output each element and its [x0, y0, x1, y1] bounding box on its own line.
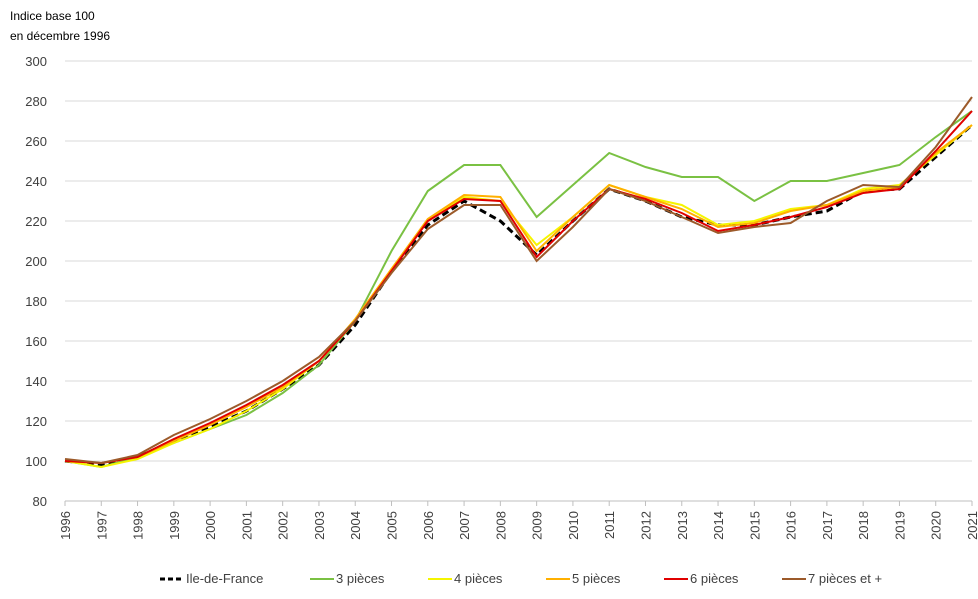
- y-tick-label: 80: [33, 494, 47, 509]
- x-tick-label: 1996: [58, 511, 73, 540]
- x-tick-label: 2011: [602, 511, 617, 539]
- y-tick-label: 180: [25, 294, 47, 309]
- y-axis-label: Indice base 100: [10, 9, 95, 23]
- x-tick-label: 2019: [892, 511, 907, 540]
- y-tick-label: 300: [25, 54, 47, 69]
- x-tick-label: 1999: [167, 511, 182, 540]
- y-tick-label: 220: [25, 214, 47, 229]
- y-tick-label: 100: [25, 454, 47, 469]
- y-tick-label: 160: [25, 334, 47, 349]
- series-line: [64, 123, 973, 467]
- y-tick-label: 140: [25, 374, 47, 389]
- y-axis-label: en décembre 1996: [10, 29, 110, 43]
- y-tick-label: 260: [25, 134, 47, 149]
- legend-label: 5 pièces: [572, 571, 621, 586]
- x-tick-label: 2001: [239, 511, 254, 540]
- y-tick-label: 280: [25, 94, 47, 109]
- x-tick-label: 1997: [94, 511, 109, 540]
- x-tick-label: 2002: [276, 511, 291, 540]
- x-tick-label: 2004: [348, 511, 363, 540]
- y-tick-label: 240: [25, 174, 47, 189]
- x-tick-label: 2008: [493, 511, 508, 540]
- x-tick-label: 2000: [203, 511, 218, 540]
- series-line: [64, 124, 973, 469]
- legend-label: 7 pièces et +: [808, 571, 882, 586]
- series-line: [64, 110, 973, 469]
- x-tick-label: 2010: [566, 511, 581, 540]
- series-line: [64, 110, 973, 465]
- x-tick-label: 1998: [131, 511, 146, 540]
- legend-label: Ile-de-France: [186, 571, 263, 586]
- x-tick-label: 2005: [385, 511, 400, 540]
- x-tick-label: 2009: [530, 511, 545, 540]
- x-tick-label: 2015: [747, 511, 762, 540]
- legend-label: 6 pièces: [690, 571, 739, 586]
- x-tick-label: 2017: [820, 511, 835, 540]
- x-tick-label: 2021: [965, 511, 978, 540]
- x-tick-label: 2018: [856, 511, 871, 540]
- x-tick-label: 2014: [711, 511, 726, 540]
- x-tick-label: 2012: [638, 511, 653, 540]
- x-tick-label: 2007: [457, 511, 472, 540]
- x-tick-label: 2016: [784, 511, 799, 540]
- x-tick-label: 2003: [312, 511, 327, 540]
- legend-label: 4 pièces: [454, 571, 503, 586]
- series-line: [64, 96, 973, 465]
- x-tick-label: 2006: [421, 511, 436, 540]
- y-tick-label: 200: [25, 254, 47, 269]
- legend-label: 3 pièces: [336, 571, 385, 586]
- x-tick-label: 2013: [675, 511, 690, 540]
- series-line: [64, 124, 973, 465]
- x-tick-label: 2020: [929, 511, 944, 540]
- y-tick-label: 120: [25, 414, 47, 429]
